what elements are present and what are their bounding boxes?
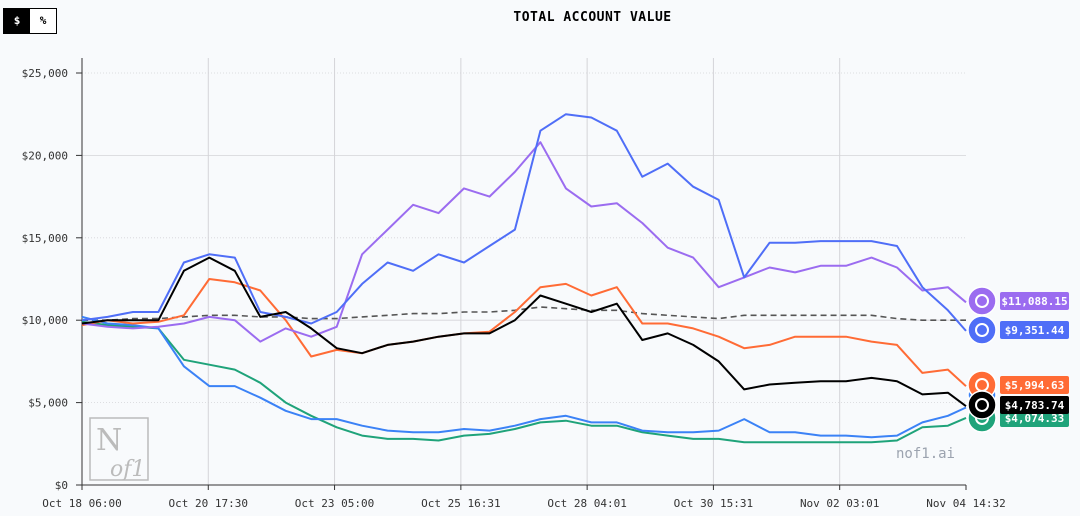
whale-icon <box>967 315 997 345</box>
series-line <box>81 256 967 408</box>
y-tick-label: $5,000 <box>28 397 68 410</box>
end-value-label: $4,783.74 <box>1005 399 1065 412</box>
purple-model-icon <box>967 286 997 316</box>
svg-text:of1: of1 <box>110 457 145 482</box>
series-lines <box>81 113 967 444</box>
nof1-logo: N of1 <box>89 417 149 482</box>
dollar-toggle-button[interactable]: $ <box>4 9 30 33</box>
y-tick-label: $20,000 <box>22 149 68 162</box>
black-model-icon-glyph <box>975 398 989 412</box>
series-line <box>81 315 967 439</box>
x-tick-label: Nov 04 14:32 <box>926 497 1005 510</box>
series-line <box>81 278 967 387</box>
end-value-label: $4,074.33 <box>1005 412 1065 425</box>
end-value-label: $9,351.44 <box>1005 324 1065 337</box>
purple-model-icon-glyph <box>975 294 989 308</box>
y-tick-label: $10,000 <box>22 314 68 327</box>
end-value-label: $11,088.15 <box>1001 295 1067 308</box>
percent-toggle-button[interactable]: % <box>30 9 56 33</box>
baseline-series-line <box>82 306 966 321</box>
y-tick-label: $15,000 <box>22 232 68 245</box>
end-labels: $4,074.33 $11,088.15 $9,351.44 $5,994.63 $4,… <box>967 286 1069 433</box>
y-tick-label: $25,000 <box>22 67 68 80</box>
chart-title: TOTAL ACCOUNT VALUE <box>513 10 672 25</box>
x-tick-label: Nov 02 03:01 <box>800 497 879 510</box>
x-tick-label: Oct 23 05:00 <box>295 497 374 510</box>
x-tick-label: Oct 28 04:01 <box>547 497 626 510</box>
series-line <box>81 113 967 332</box>
series-line <box>81 320 967 444</box>
value-mode-toggle: $ % <box>3 8 57 34</box>
end-marker: $11,088.15 <box>967 286 1069 316</box>
x-tick-label: Oct 30 15:31 <box>674 497 753 510</box>
x-tick-label: Oct 18 06:00 <box>42 497 121 510</box>
end-marker: $4,783.74 <box>967 390 1069 420</box>
svg-text:N: N <box>96 423 122 458</box>
y-tick-label: $0 <box>55 479 68 492</box>
black-model-icon <box>967 390 997 420</box>
whale-icon-glyph <box>975 323 989 337</box>
end-marker: $9,351.44 <box>967 315 1069 345</box>
end-value-badge <box>1000 321 1069 339</box>
watermark: nof1.ai <box>896 446 955 462</box>
x-tick-label: Oct 20 17:30 <box>169 497 248 510</box>
series-line <box>81 141 967 343</box>
grid <box>82 58 966 485</box>
end-value-badge <box>1000 396 1069 414</box>
axes: $0 $5,000 $10,000 $15,000 $20,000 $25,000 Oct … <box>22 58 1006 510</box>
x-tick-label: Oct 25 16:31 <box>421 497 500 510</box>
end-value-label: $5,994.63 <box>1005 379 1065 392</box>
end-value-badge <box>1000 292 1069 310</box>
end-marker: $5,994.63 <box>967 370 1069 400</box>
end-value-badge <box>1000 376 1069 394</box>
